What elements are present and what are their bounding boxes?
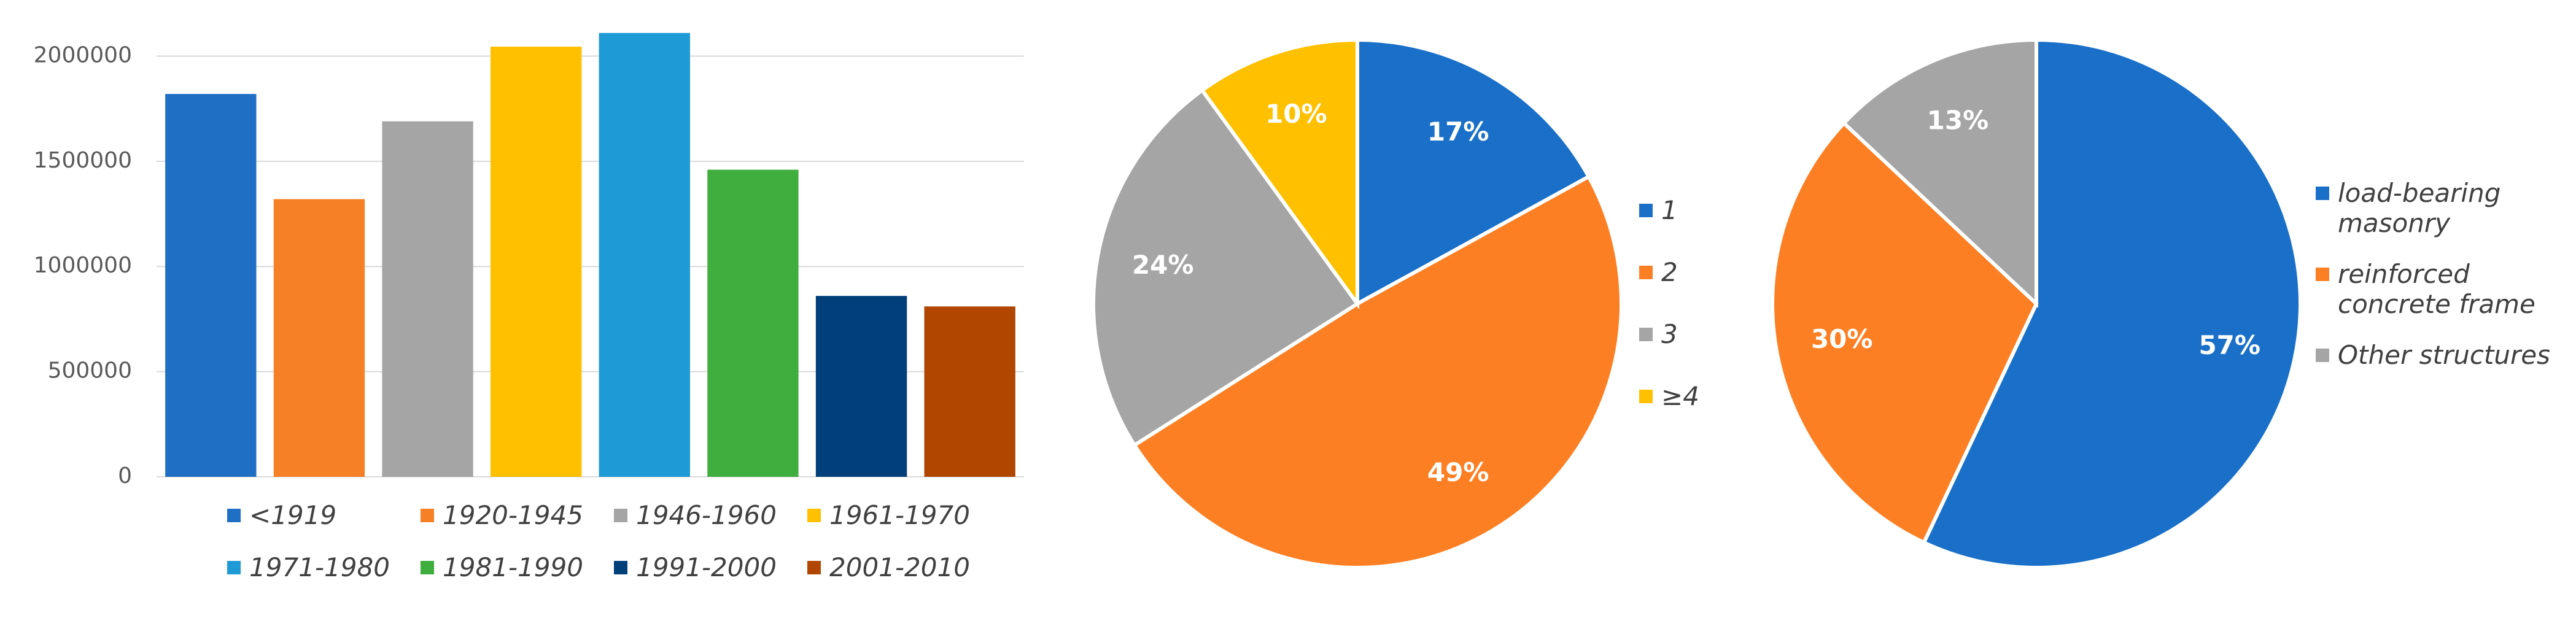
- data-label: 17%: [1427, 117, 1489, 147]
- pie-slice: [1921, 37, 2302, 569]
- pie-slice: [1356, 37, 1591, 307]
- pie-slice: [1771, 120, 2039, 546]
- data-label: 49%: [1427, 457, 1489, 487]
- legend: <1919 1920-1945 1946-1960 1961-1970 1971-198…: [227, 500, 1044, 582]
- legend-item: 1946-1960: [614, 500, 807, 530]
- legend-swatch: [807, 509, 821, 522]
- bar: [707, 169, 799, 477]
- legend-swatch: [227, 561, 241, 574]
- legend-label: Other structures: [2338, 340, 2551, 370]
- y-tick-label: 0: [118, 463, 132, 488]
- data-label: 10%: [1265, 99, 1327, 129]
- bar: [491, 46, 582, 477]
- legend-item: ≥4: [1639, 381, 1762, 411]
- bar: [273, 199, 365, 477]
- legend: 1 2 3 ≥4: [1639, 195, 1762, 411]
- pie-slice: [1200, 37, 1359, 310]
- legend-label: 1991-2000: [636, 552, 777, 582]
- legend-swatch: [2316, 349, 2329, 362]
- legend-label: 1981-1990: [443, 552, 583, 582]
- legend-label: 2: [1661, 257, 1678, 287]
- legend-label: load-bearing masonry: [2338, 178, 2501, 238]
- legend-item: 1971-1980: [227, 552, 421, 582]
- legend-item: 1981-1990: [421, 552, 614, 582]
- legend-swatch: [614, 561, 627, 574]
- legend-item: 2: [1639, 257, 1762, 287]
- legend-label: 1: [1661, 195, 1678, 225]
- legend-item: 3: [1639, 319, 1762, 349]
- legend-label: 3: [1661, 319, 1678, 349]
- legend-swatch: [614, 509, 627, 522]
- pie-slice: [1131, 174, 1623, 569]
- legend-item: reinforced concrete frame: [2316, 259, 2574, 319]
- legend-item: 1991-2000: [614, 552, 807, 582]
- bar: [924, 306, 1015, 477]
- legend-label: ≥4: [1661, 381, 1699, 411]
- data-label: 30%: [1811, 324, 1873, 354]
- legend-label: 1971-1980: [249, 552, 390, 582]
- legend-swatch: [1639, 328, 1653, 341]
- pie-slice: [1841, 37, 2038, 308]
- legend-item: 1920-1945: [421, 500, 614, 530]
- legend-label: 2001-2010: [829, 552, 970, 582]
- legend-label: 1946-1960: [636, 500, 777, 530]
- data-label: 57%: [2198, 330, 2260, 360]
- legend-swatch: [1639, 390, 1653, 403]
- y-tick-label: 500000: [48, 358, 132, 384]
- legend: load-bearing masonry reinforced concrete …: [2316, 178, 2574, 370]
- legend-item: 2001-2010: [807, 552, 1001, 582]
- legend-swatch: [2316, 187, 2329, 200]
- legend-swatch: [421, 509, 434, 522]
- bar: [815, 296, 907, 477]
- bar: [382, 121, 473, 477]
- bar: [165, 94, 257, 477]
- legend-label: <1919: [249, 500, 337, 530]
- pie-slice: [1092, 87, 1360, 448]
- legend-swatch: [421, 561, 434, 574]
- data-label: 24%: [1132, 250, 1194, 280]
- legend-swatch: [227, 509, 241, 522]
- bar: [599, 33, 690, 477]
- legend-item: load-bearing masonry: [2316, 178, 2574, 238]
- legend-swatch: [807, 561, 821, 574]
- legend-label: reinforced concrete frame: [2338, 259, 2535, 319]
- legend-item: 1961-1970: [807, 500, 1001, 530]
- legend-item: 1: [1639, 195, 1762, 225]
- legend-swatch: [1639, 266, 1653, 279]
- legend-swatch: [1639, 204, 1653, 217]
- y-tick-label: 2000000: [34, 42, 132, 68]
- y-tick-label: 1000000: [34, 253, 132, 278]
- y-tick-label: 1500000: [34, 148, 132, 173]
- legend-swatch: [2316, 268, 2329, 281]
- legend-item: <1919: [227, 500, 421, 530]
- legend-label: 1920-1945: [443, 500, 583, 530]
- legend-item: Other structures: [2316, 340, 2574, 370]
- legend-label: 1961-1970: [829, 500, 970, 530]
- data-label: 13%: [1927, 106, 1989, 136]
